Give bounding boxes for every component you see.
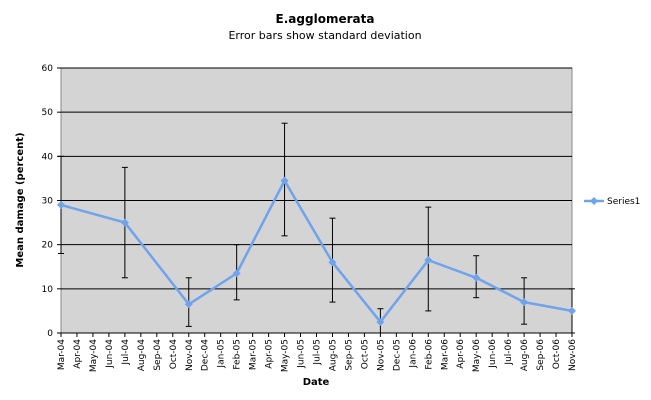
x-axis-ticks: Mar-04 Apr-04 May-04 Jun-04 Jul-04 Aug-04 Sep-… <box>57 332 578 372</box>
legend-label-series1: Series1 <box>607 197 640 207</box>
x-tick-label: Aug-06 <box>520 339 530 372</box>
legend: Series1 <box>584 197 640 207</box>
x-tick-label: Mar-04 <box>57 339 67 370</box>
x-tick-label: Jul-06 <box>504 339 514 366</box>
data-point-marker <box>57 200 65 209</box>
y-tick-label: 0 <box>47 329 53 339</box>
data-point-marker <box>568 306 576 315</box>
y-tick-label: 50 <box>42 108 54 118</box>
y-tick-label: 30 <box>42 197 54 207</box>
x-tick-label: May-04 <box>89 339 99 372</box>
x-tick-label: Nov-06 <box>568 339 578 371</box>
x-tick-label: Sep-05 <box>344 339 354 371</box>
x-tick-label: Oct-05 <box>360 339 370 369</box>
x-tick-label: Feb-06 <box>424 339 434 370</box>
x-tick-label: Jun-05 <box>297 339 307 369</box>
x-tick-label: Jun-06 <box>488 339 498 369</box>
x-tick-label: Dec-05 <box>392 339 402 371</box>
x-tick-label: Nov-05 <box>376 339 386 371</box>
series-layer <box>57 176 576 326</box>
legend-swatch-marker <box>590 197 598 205</box>
x-tick-label: Apr-06 <box>456 339 466 369</box>
x-tick-label: Jul-04 <box>121 339 131 366</box>
x-tick-label: Apr-04 <box>73 339 83 369</box>
x-tick-label: Jan-05 <box>217 339 227 369</box>
x-tick-label: Sep-04 <box>153 339 163 371</box>
data-point-marker <box>184 300 193 309</box>
y-axis-ticks: 0 10 20 30 40 50 60 <box>42 64 61 339</box>
data-point-marker <box>328 258 337 267</box>
data-point-marker <box>120 218 129 227</box>
x-tick-label: Aug-04 <box>137 339 147 372</box>
x-axis-title: Date <box>303 377 330 388</box>
x-tick-label: Apr-05 <box>265 339 275 369</box>
data-point-marker <box>472 273 481 282</box>
chart-title: E.agglomerata <box>276 12 375 26</box>
data-point-marker <box>376 317 385 326</box>
x-tick-label: Dec-04 <box>201 339 211 371</box>
x-tick-label: May-06 <box>472 339 482 372</box>
data-point-marker <box>280 176 289 185</box>
x-tick-label: Feb-05 <box>233 339 243 370</box>
y-tick-label: 20 <box>42 241 54 251</box>
x-tick-label: Jun-04 <box>105 339 115 369</box>
gridlines <box>61 67 572 290</box>
x-tick-label: Mar-05 <box>249 339 259 370</box>
x-tick-label: Aug-05 <box>328 339 338 371</box>
data-point-marker <box>232 269 241 278</box>
x-tick-label: Oct-04 <box>169 339 179 370</box>
y-tick-label: 10 <box>42 285 54 295</box>
data-point-marker <box>520 298 529 307</box>
data-point-marker <box>424 256 433 265</box>
x-tick-label: Nov-04 <box>185 339 195 371</box>
x-tick-label: Jan-06 <box>408 339 418 369</box>
x-tick-label: May-05 <box>281 339 291 372</box>
x-tick-label: Jul-05 <box>313 339 323 366</box>
y-tick-label: 60 <box>42 64 54 74</box>
y-tick-label: 40 <box>42 152 54 162</box>
x-tick-label: Oct-06 <box>552 339 562 370</box>
x-tick-label: Mar-06 <box>440 339 450 370</box>
y-axis-title: Mean damage (percent) <box>15 132 26 267</box>
x-tick-label: Sep-06 <box>536 339 546 371</box>
chart-subtitle: Error bars show standard deviation <box>228 29 421 42</box>
